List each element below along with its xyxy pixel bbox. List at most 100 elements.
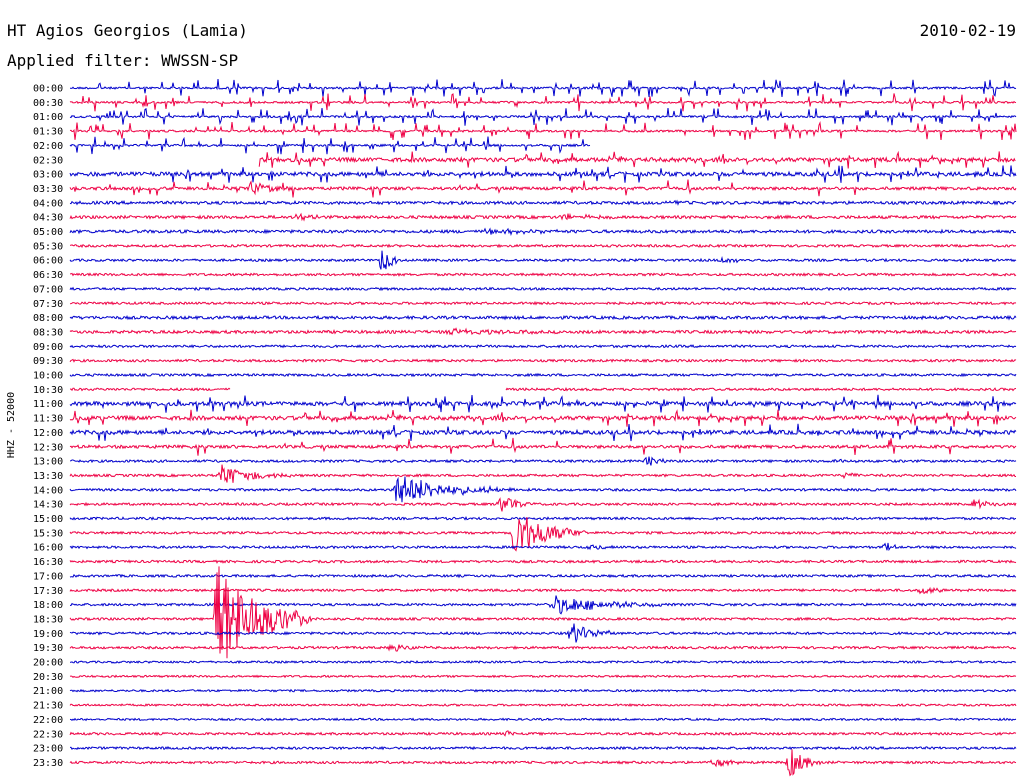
row-time-label: 05:30 — [33, 241, 63, 252]
trace-row-1000: 10:00 — [33, 371, 1017, 382]
row-time-label: 00:30 — [33, 98, 63, 109]
row-time-label: 09:30 — [33, 356, 63, 367]
row-time-label: 11:00 — [33, 399, 63, 410]
station-title: HT Agios Georgios (Lamia) — [7, 21, 248, 40]
trace-line — [69, 327, 1017, 336]
trace-line — [69, 286, 1017, 292]
trace-line — [69, 179, 1017, 198]
trace-row-2200: 22:00 — [33, 715, 1017, 726]
trace-line — [69, 107, 1017, 126]
trace-line — [69, 456, 1017, 466]
trace-row-2100: 21:00 — [33, 686, 1017, 697]
trace-row-2030: 20:30 — [33, 672, 1017, 683]
trace-line — [69, 717, 1017, 722]
trace-line — [69, 250, 1017, 270]
trace-line — [258, 150, 1016, 169]
trace-row-1530: 15:30 — [33, 517, 1017, 552]
row-time-label: 15:30 — [33, 528, 63, 539]
trace-line — [69, 394, 1017, 413]
row-time-label: 15:00 — [33, 514, 63, 525]
trace-line — [70, 79, 1017, 98]
filter-label: Applied filter: WWSSN-SP — [7, 51, 238, 70]
row-time-label: 03:30 — [33, 184, 63, 195]
row-time-label: 13:00 — [33, 457, 63, 468]
trace-row-0830: 08:30 — [33, 327, 1017, 338]
row-time-label: 18:00 — [33, 600, 63, 611]
trace-row-1100: 11:00 — [33, 394, 1017, 413]
trace-line — [69, 227, 1016, 236]
trace-line — [69, 688, 1017, 693]
trace-row-1400: 14:00 — [33, 476, 1017, 503]
trace-row-1500: 15:00 — [33, 514, 1017, 525]
trace-row-0700: 07:00 — [33, 284, 1017, 295]
trace-line — [70, 659, 1017, 664]
trace-row-0230: 02:30 — [33, 150, 1016, 169]
trace-row-2230: 22:30 — [33, 729, 1017, 740]
row-time-label: 08:00 — [33, 313, 63, 324]
trace-line — [69, 497, 1017, 512]
trace-row-0600: 06:00 — [33, 250, 1017, 270]
trace-row-0400: 04:00 — [33, 198, 1017, 209]
trace-row-1730: 17:30 — [33, 586, 1017, 597]
trace-row-1800: 18:00 — [33, 595, 1017, 615]
row-time-label: 03:00 — [33, 170, 63, 181]
trace-line — [69, 199, 1017, 206]
trace-row-0300: 03:00 — [33, 165, 1017, 183]
trace-row-2300: 23:00 — [33, 744, 1017, 755]
trace-line — [69, 586, 1017, 595]
trace-line — [69, 542, 1017, 552]
trace-line — [69, 314, 1017, 321]
trace-row-1230: 12:30 — [33, 437, 1017, 456]
trace-line — [69, 300, 1017, 306]
trace-line — [69, 476, 1017, 503]
trace-line — [69, 386, 1017, 392]
trace-row-0330: 03:30 — [33, 179, 1017, 198]
row-time-label: 02:00 — [33, 141, 63, 152]
trace-line — [69, 409, 1017, 427]
trace-line — [69, 516, 1017, 521]
trace-line — [69, 517, 1017, 552]
trace-line — [69, 464, 1016, 483]
row-time-label: 19:00 — [33, 629, 63, 640]
channel-label: HHZ - 52000 — [6, 392, 17, 458]
trace-line — [69, 745, 1017, 751]
trace-row-0030: 00:30 — [33, 93, 1017, 112]
trace-row-1830: 18:30 — [33, 566, 1017, 659]
trace-row-0200: 02:00 — [33, 136, 591, 155]
trace-row-0430: 04:30 — [33, 212, 1017, 224]
trace-line — [69, 165, 1017, 183]
row-time-label: 10:00 — [33, 371, 63, 382]
row-time-label: 21:00 — [33, 686, 63, 697]
trace-line — [69, 243, 1017, 249]
row-time-label: 23:30 — [33, 758, 63, 769]
trace-line — [69, 573, 1017, 579]
trace-row-1700: 17:00 — [33, 571, 1017, 582]
row-time-label: 02:30 — [33, 155, 63, 166]
trace-row-0000: 00:00 — [33, 79, 1017, 98]
trace-line — [69, 437, 1017, 456]
row-time-label: 16:30 — [33, 557, 63, 568]
trace-line — [69, 372, 1017, 378]
row-time-label: 16:00 — [33, 543, 63, 554]
trace-line — [69, 121, 1017, 141]
trace-row-0530: 05:30 — [33, 241, 1017, 252]
row-time-label: 06:00 — [33, 256, 63, 267]
trace-row-1430: 14:30 — [33, 497, 1017, 512]
row-time-label: 06:30 — [33, 270, 63, 281]
trace-row-1600: 16:00 — [33, 542, 1017, 554]
row-time-label: 14:30 — [33, 500, 63, 511]
row-time-label: 07:30 — [33, 299, 63, 310]
row-time-label: 12:00 — [33, 428, 63, 439]
trace-line — [69, 595, 1017, 615]
trace-row-1300: 13:00 — [33, 456, 1017, 468]
trace-row-0500: 05:00 — [33, 227, 1016, 238]
row-time-label: 20:00 — [33, 658, 63, 669]
trace-line — [69, 423, 1017, 442]
trace-line — [69, 566, 1017, 659]
trace-row-1930: 19:30 — [33, 643, 1017, 654]
row-time-label: 04:00 — [33, 198, 63, 209]
row-time-label: 05:00 — [33, 227, 63, 238]
trace-row-0900: 09:00 — [33, 342, 1017, 353]
row-time-label: 14:00 — [33, 485, 63, 496]
trace-row-2000: 20:00 — [33, 658, 1017, 669]
